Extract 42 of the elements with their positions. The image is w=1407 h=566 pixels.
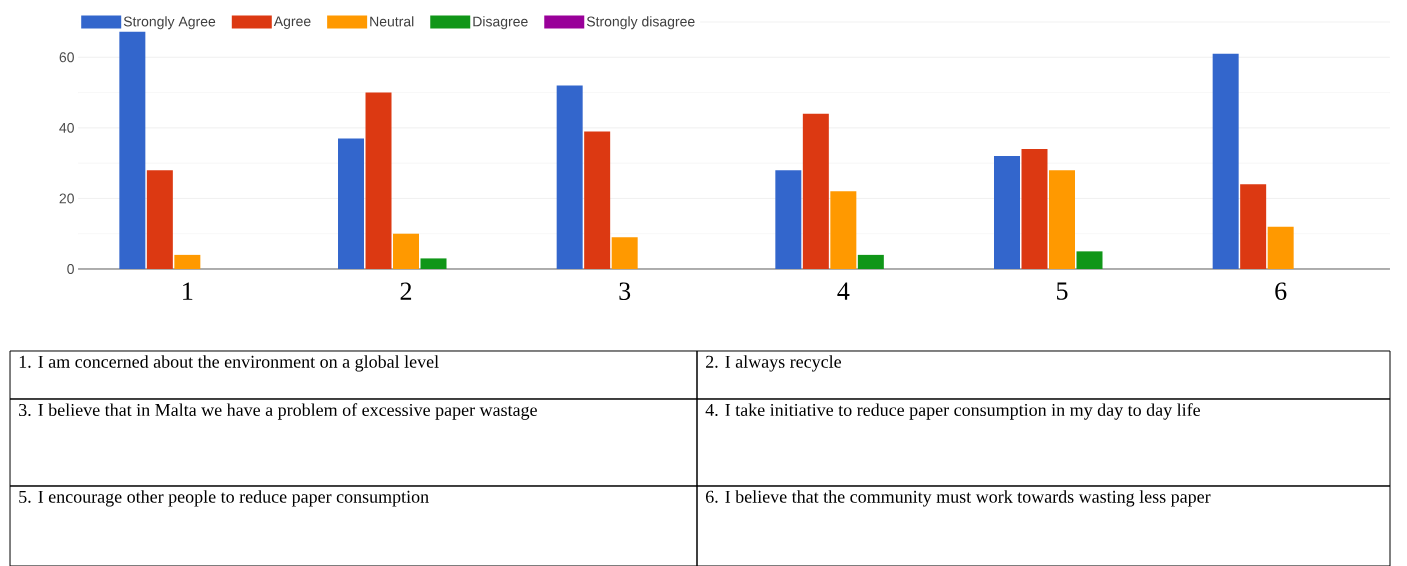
- text: 4. I take initiative to reduce paper consumption in my day to day life: [705, 403, 1200, 420]
- bar: [556, 85, 583, 269]
- bar: [1212, 53, 1239, 269]
- bar: [420, 258, 447, 269]
- legend-label: Strongly disagree: [586, 16, 695, 30]
- bar: [830, 191, 857, 269]
- bar: [1267, 226, 1294, 269]
- legend-label: Agree: [273, 16, 311, 29]
- bar: [365, 92, 392, 269]
- legend-label: Neutral: [370, 16, 414, 27]
- y-tick-label: 20: [59, 193, 74, 204]
- bar: [994, 156, 1020, 269]
- legend-label: Strongly Agree: [123, 16, 216, 30]
- bar: [1240, 184, 1267, 269]
- text: 5. I encourage other people to reduce paper consumption: [19, 490, 429, 507]
- y-tick-label: 40: [59, 122, 74, 133]
- bar: [393, 233, 420, 269]
- bar: [338, 138, 365, 269]
- bar: [1021, 149, 1048, 269]
- y-tick-label: 0: [67, 264, 74, 274]
- x-tick-label: 4: [837, 282, 850, 300]
- text: 3. I believe that in Malta we have a problem of excessive paper wastage: [19, 403, 537, 420]
- bar: [174, 254, 201, 269]
- bar: [146, 170, 173, 269]
- bar: [119, 29, 146, 269]
- bar: [775, 170, 802, 269]
- x-tick-label: 2: [400, 282, 412, 300]
- x-tick-label: 6: [1275, 282, 1287, 300]
- bar: [1049, 170, 1075, 269]
- x-tick-label: 5: [1057, 282, 1068, 300]
- text: 1. I am concerned about the environment on a global level: [19, 355, 439, 372]
- bar: [1076, 251, 1103, 269]
- bar: [802, 113, 829, 269]
- legend-label: Disagree: [473, 16, 528, 30]
- bar: [857, 254, 884, 269]
- bar: [584, 131, 611, 269]
- bar: [611, 237, 638, 269]
- y-tick-label: 60: [59, 52, 74, 63]
- text: 2. I always recycle: [706, 355, 842, 372]
- text: 6. I believe that the community must work towards wasting less paper: [705, 490, 1211, 507]
- x-tick-label: 1: [183, 282, 193, 300]
- x-tick-label: 3: [619, 282, 631, 300]
